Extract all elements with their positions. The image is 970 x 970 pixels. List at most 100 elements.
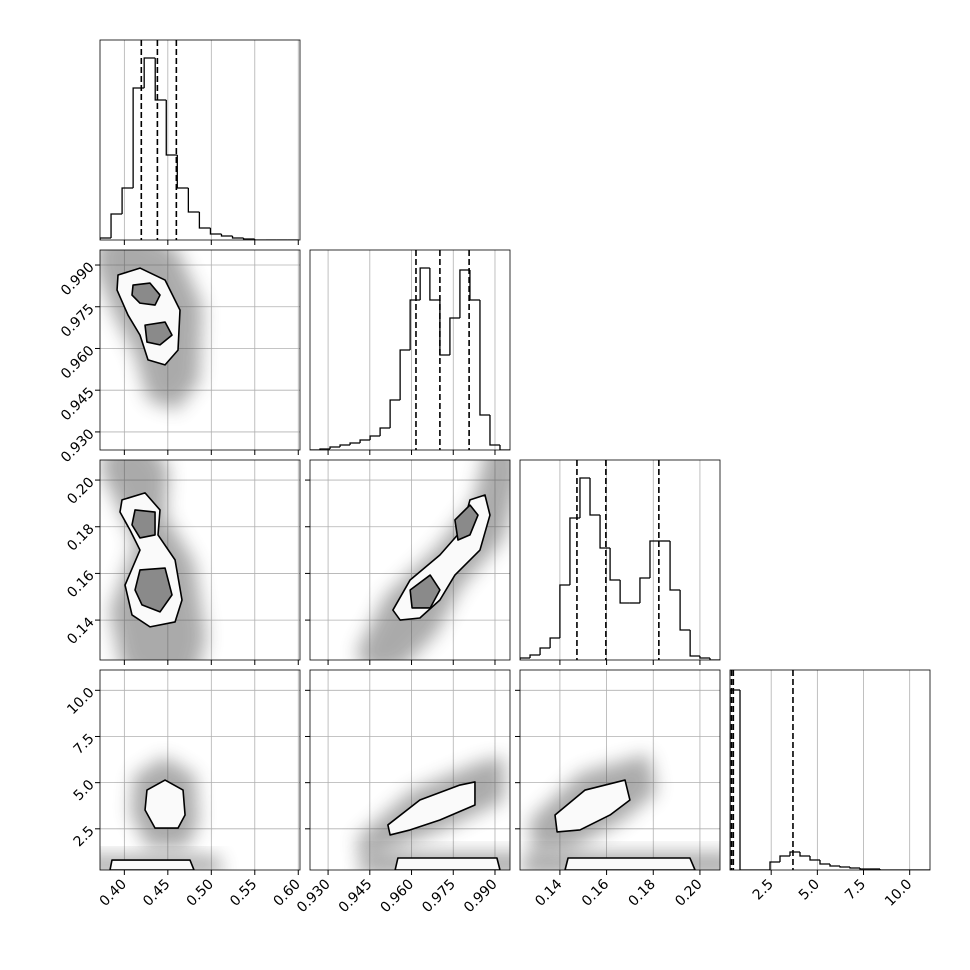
histogram-bar: [242, 238, 255, 240]
x-tick-label: 0.16: [579, 876, 612, 909]
histogram-bar: [399, 349, 411, 400]
panel-area: [100, 250, 300, 450]
panel: 2.5 5.0 7.5 10.0: [729, 669, 931, 910]
histogram-bar: [829, 864, 840, 867]
contour: [554, 779, 631, 833]
x-tick-label: 0.930: [294, 876, 334, 916]
y-tick-label: 7.5: [71, 731, 98, 758]
histogram-bar: [559, 584, 570, 638]
y-tick-label: 0.16: [64, 568, 97, 601]
histogram-bar: [639, 577, 650, 603]
y-tick-label: 0.945: [58, 385, 98, 425]
histogram-bar: [789, 851, 800, 856]
histogram-bar: [669, 541, 681, 591]
panel-area: [730, 670, 930, 870]
histogram-bar: [439, 300, 450, 356]
panel-area: [310, 670, 510, 870]
histogram-bar: [359, 439, 371, 443]
histogram-bar: [469, 270, 480, 301]
histogram-bar: [132, 87, 145, 188]
contour: [564, 857, 696, 870]
panel-frame: [99, 669, 301, 871]
histogram-bar: [799, 852, 810, 857]
histogram-bar: [730, 689, 740, 870]
histogram-bar: [459, 269, 470, 318]
histogram-bar: [429, 268, 440, 301]
panel: [519, 459, 721, 665]
panel-area: [310, 460, 510, 660]
panel-frame: [99, 459, 301, 661]
histogram-bar: [859, 868, 870, 870]
histogram-bar: [529, 654, 541, 658]
contour: [109, 859, 195, 870]
y-tick-label: 0.930: [58, 426, 98, 466]
histogram-bar: [539, 647, 551, 655]
histogram-bar: [449, 317, 460, 355]
histogram-bar: [699, 656, 710, 659]
contour: [454, 504, 479, 541]
histogram-bar: [809, 856, 820, 861]
x-tick-label: 5.0: [796, 876, 823, 903]
histogram-bar: [121, 187, 134, 214]
histogram-bar: [231, 236, 244, 239]
panel-area: [310, 250, 510, 450]
histogram-bar: [220, 234, 233, 237]
contour: [409, 574, 441, 609]
x-tick-label: 2.5: [750, 876, 777, 903]
histogram-bar: [187, 188, 200, 213]
y-tick-label: 0.960: [58, 343, 98, 383]
panel-frame: [99, 249, 301, 451]
y-tick-label: 2.5: [71, 823, 98, 850]
panel-frame: [309, 459, 511, 661]
histogram-bar: [579, 477, 591, 518]
histogram-bar: [569, 517, 580, 585]
histogram-bar: [779, 855, 790, 862]
x-tick-label: 0.45: [140, 876, 173, 909]
x-tick-label: 0.990: [461, 876, 501, 916]
contour: [144, 321, 173, 346]
panel-area: [100, 460, 300, 660]
histogram-bar: [549, 637, 560, 648]
x-tick-label: 10.0: [882, 876, 915, 909]
panel-area: [100, 670, 300, 870]
panel-area: [520, 460, 720, 660]
x-tick-label: 0.40: [97, 876, 130, 909]
histogram-bar: [409, 299, 421, 350]
y-tick-label: 0.990: [58, 259, 98, 299]
scatter-cloud: [356, 460, 510, 660]
histogram-bar: [349, 442, 361, 445]
histogram-bar: [520, 657, 531, 660]
x-tick-label: 0.14: [532, 876, 565, 909]
x-tick-label: 0.975: [419, 876, 459, 916]
histogram-bar: [599, 515, 611, 549]
panel: 0.40 0.45 0.50 0.55 0.602.55.07.510.0: [64, 669, 304, 910]
panel-frame: [519, 669, 721, 871]
x-tick-label: 0.50: [184, 876, 217, 909]
histogram-bar: [589, 478, 601, 516]
panel-area: [520, 670, 720, 870]
contour: [134, 567, 173, 613]
y-tick-label: 0.975: [58, 301, 98, 341]
histogram-bar: [709, 658, 720, 660]
contour: [394, 857, 501, 870]
histogram-bar: [839, 866, 850, 868]
y-tick-label: 5.0: [71, 777, 98, 804]
panel-area: [100, 40, 299, 240]
contour: [131, 509, 156, 539]
histogram-bar: [499, 445, 510, 450]
histogram-bar: [110, 213, 123, 238]
histogram-bar: [329, 446, 341, 449]
panel-frame: [729, 669, 931, 871]
histogram-bar: [619, 580, 630, 604]
y-tick-label: 0.18: [64, 521, 97, 554]
contour: [144, 779, 186, 829]
histogram-bar: [369, 435, 381, 440]
histogram-bar: [176, 155, 189, 189]
histogram-bar: [649, 540, 661, 578]
histogram-bar: [479, 300, 490, 416]
histogram-bar: [339, 444, 351, 447]
histogram-bar: [379, 427, 391, 436]
